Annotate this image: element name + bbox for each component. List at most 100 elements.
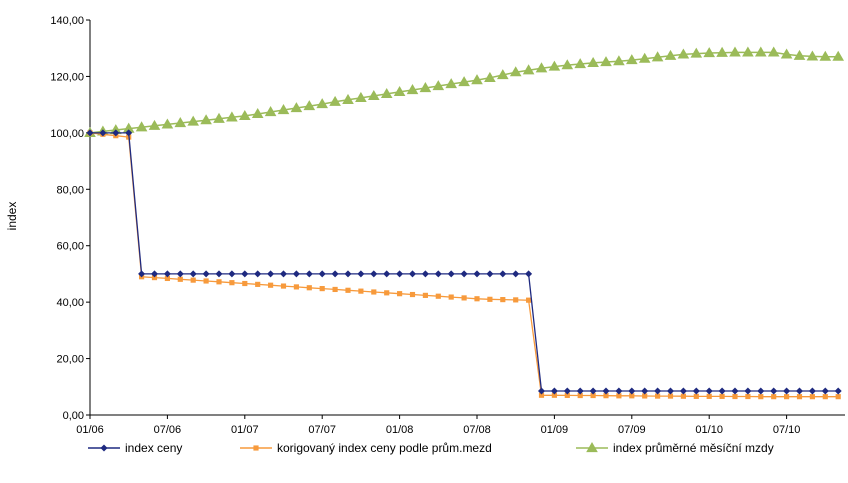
- data-point: [318, 270, 326, 278]
- data-point: [150, 270, 159, 278]
- data-point: [371, 289, 377, 295]
- data-point: [267, 270, 275, 278]
- data-point: [229, 280, 235, 286]
- data-point: [187, 115, 200, 126]
- data-point: [125, 129, 133, 137]
- data-point: [561, 59, 574, 70]
- data-point: [509, 66, 522, 77]
- data-point: [796, 394, 803, 400]
- data-point: [628, 387, 636, 395]
- data-point: [419, 82, 432, 93]
- y-tick-label: 140,00: [50, 15, 84, 27]
- data-point: [148, 119, 161, 130]
- data-point: [745, 393, 751, 400]
- data-point: [484, 71, 496, 82]
- data-point: [654, 387, 662, 395]
- data-point: [808, 387, 816, 395]
- legend-label: index průměrné měsíční mzdy: [613, 441, 774, 455]
- data-point: [408, 270, 417, 278]
- data-point: [589, 387, 597, 395]
- data-point: [705, 387, 713, 395]
- data-point: [329, 95, 341, 106]
- data-point: [358, 288, 364, 294]
- data-point: [280, 283, 287, 289]
- legend: index ceny korigovaný index ceny podle pr…: [88, 441, 774, 455]
- data-point: [241, 270, 249, 278]
- data-point: [345, 287, 351, 293]
- legend-item: korigovaný index ceny podle prům.mezd: [240, 441, 492, 455]
- x-tick-label: 01/10: [695, 424, 723, 436]
- data-point: [200, 114, 212, 125]
- data-point: [638, 52, 651, 63]
- data-point: [780, 48, 793, 59]
- x-tick-label: 01/07: [231, 424, 259, 436]
- data-point: [471, 74, 483, 85]
- data-point: [822, 394, 828, 400]
- data-point: [342, 93, 354, 104]
- data-point: [757, 387, 765, 395]
- data-point: [189, 270, 197, 278]
- legend-item: index průměrné měsíční mzdy: [576, 441, 774, 455]
- legend-marker: [586, 442, 598, 453]
- data-point: [445, 78, 458, 89]
- data-point: [293, 284, 299, 290]
- data-point: [86, 129, 94, 137]
- data-point: [357, 270, 365, 278]
- data-point: [163, 270, 171, 278]
- data-point: [473, 270, 481, 278]
- data-point: [680, 393, 686, 399]
- data-point: [228, 270, 236, 278]
- y-tick-label: 40,00: [56, 297, 84, 309]
- data-point: [254, 270, 262, 278]
- plot-background: [90, 20, 845, 415]
- data-point: [305, 270, 313, 278]
- data-point: [268, 282, 274, 288]
- legend-marker: [253, 445, 259, 451]
- data-point: [706, 393, 712, 399]
- data-point: [380, 87, 393, 99]
- data-point: [834, 387, 842, 395]
- legend-marker: [100, 444, 108, 452]
- data-point: [422, 292, 428, 298]
- data-point: [174, 117, 187, 128]
- y-axis: 0,00 20,00 40,00 60,00 80,00 100,00 120,00 140,…: [50, 15, 91, 422]
- data-point: [215, 270, 223, 278]
- data-point: [512, 270, 520, 278]
- data-point: [355, 91, 367, 102]
- x-tick-label: 01/06: [76, 424, 104, 436]
- legend-label: index ceny: [125, 441, 182, 455]
- data-point: [679, 387, 687, 395]
- data-point: [602, 387, 610, 395]
- data-point: [692, 387, 700, 395]
- data-point: [251, 108, 264, 119]
- data-point: [522, 64, 535, 75]
- data-point: [397, 291, 403, 297]
- data-point: [303, 100, 316, 111]
- data-point: [367, 89, 380, 100]
- x-axis: 01/06 07/06 01/07 07/07 01/08 07/08 01/09 07/09…: [76, 414, 845, 436]
- data-point: [819, 50, 832, 61]
- data-point: [406, 84, 419, 95]
- data-point: [370, 270, 378, 278]
- data-point: [461, 295, 467, 301]
- data-point: [835, 394, 841, 400]
- series-1: [86, 129, 842, 395]
- data-point: [161, 118, 174, 129]
- data-point: [744, 387, 752, 395]
- data-point: [664, 49, 677, 60]
- data-point: [396, 270, 404, 278]
- x-tick-label: 07/06: [154, 424, 182, 436]
- data-point: [550, 387, 558, 395]
- data-point: [587, 56, 599, 67]
- data-point: [292, 270, 300, 278]
- y-tick-label: 60,00: [56, 241, 84, 253]
- legend-label: korigovaný index ceny podle prům.mezd: [277, 441, 492, 455]
- data-point: [432, 80, 445, 91]
- data-point: [409, 291, 416, 298]
- data-point: [447, 270, 455, 278]
- data-point: [563, 387, 571, 395]
- data-point: [625, 54, 638, 65]
- data-point: [767, 46, 780, 57]
- x-tick-label: 07/09: [618, 424, 646, 436]
